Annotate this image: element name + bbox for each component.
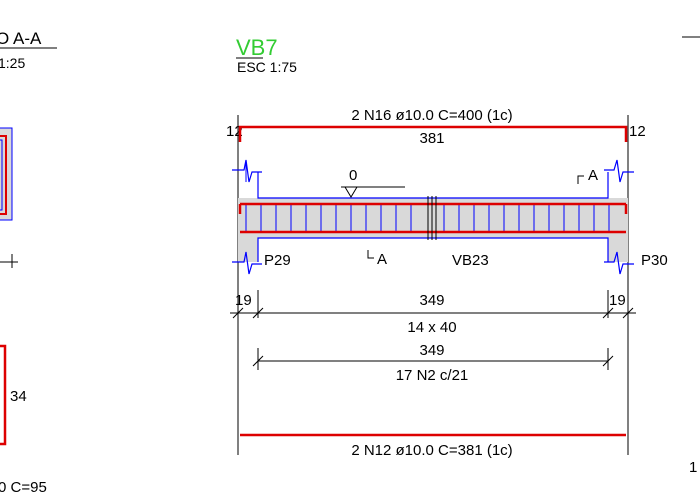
section-aa: O A-A 1:25 34 0 C=95 <box>0 29 57 495</box>
dim-right-label: 19 <box>609 292 626 309</box>
level-label: 0 <box>349 167 357 184</box>
break-symbol-right-bottom <box>604 251 634 275</box>
stirrup-count-label: 14 x 40 <box>407 319 456 336</box>
section-aa-inner-line <box>0 139 3 211</box>
section-mark-bottom-label: A <box>377 251 387 268</box>
break-symbol-right-top <box>604 159 634 183</box>
support-left-label: P29 <box>264 252 291 269</box>
top-bar-length: 381 <box>419 130 444 147</box>
support-right-concrete <box>608 238 628 262</box>
stirrup-span-label: 349 <box>419 342 444 359</box>
section-aa-dim-34: 34 <box>10 388 27 405</box>
break-symbol-left-top <box>232 159 262 183</box>
dim2-tick-right <box>602 355 614 367</box>
section-aa-bottom-text: 0 C=95 <box>0 479 47 495</box>
bottom-bar-label: 2 N12 ø10.0 C=381 (1c) <box>351 442 512 459</box>
hook-right-label: 12 <box>629 123 646 140</box>
beam-title: VB7 <box>236 35 278 60</box>
support-left-concrete <box>238 238 258 262</box>
beam-vb7: VB7 ESC 1:75 2 N16 ø10.0 C=400 (1c) 381 … <box>226 35 668 459</box>
top-bar-label: 2 N16 ø10.0 C=400 (1c) <box>351 107 512 124</box>
stirrups <box>245 204 610 232</box>
break-symbol-left-bottom <box>232 251 262 275</box>
top-rebar <box>238 125 628 142</box>
beam-scale: ESC 1:75 <box>237 59 297 75</box>
support-right-label: P30 <box>641 252 668 269</box>
section-aa-stirrup-detail <box>0 344 7 446</box>
stirrup-spec-label: 17 N2 c/21 <box>396 367 469 384</box>
hook-left-label: 12 <box>226 123 243 140</box>
dim-tick-3 <box>602 307 614 319</box>
dim-tick-4 <box>622 307 634 319</box>
right-edge-number: 1 <box>689 459 697 476</box>
support-mid-label: VB23 <box>452 252 489 269</box>
right-edge: 1 <box>682 36 700 476</box>
dim-tick-1 <box>232 307 244 319</box>
dim-left-label: 19 <box>235 292 252 309</box>
section-mark-bottom <box>367 250 374 259</box>
section-mark-top <box>577 175 584 184</box>
dim2-tick-left <box>252 355 264 367</box>
section-aa-stirrup <box>0 135 7 215</box>
beam-bottom-outline <box>257 237 609 262</box>
section-aa-title: O A-A <box>0 29 42 48</box>
dim-tick-2 <box>252 307 264 319</box>
section-aa-scale: 1:25 <box>0 55 25 71</box>
level-triangle <box>344 186 358 198</box>
beam-top-outline <box>257 172 609 199</box>
section-mark-top-label: A <box>588 167 598 184</box>
dim-span-label: 349 <box>419 292 444 309</box>
